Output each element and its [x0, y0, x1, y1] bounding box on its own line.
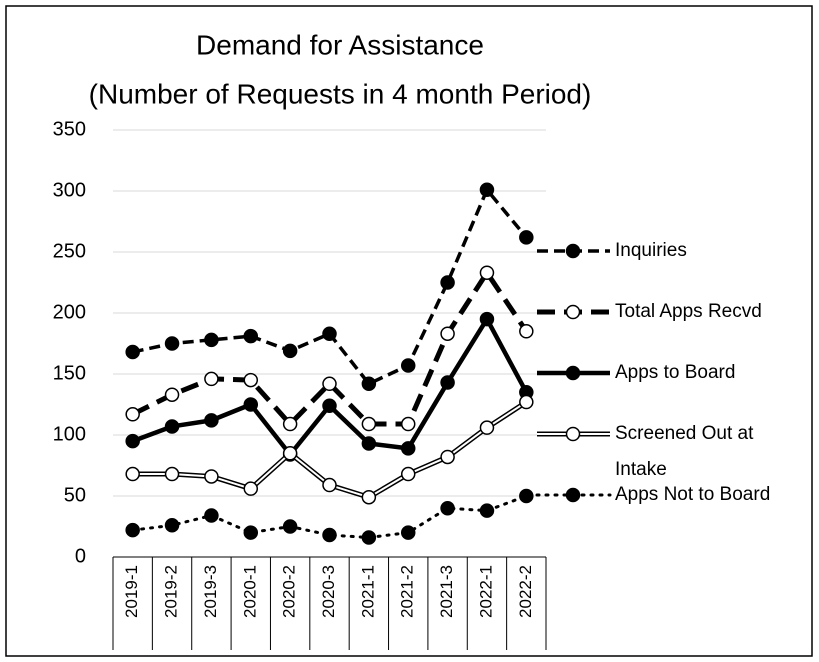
- x-tick-label: 2019-3: [201, 565, 220, 618]
- data-point: [243, 328, 259, 344]
- y-tick-label: 100: [53, 423, 86, 445]
- data-point: [440, 326, 455, 341]
- data-point: [400, 525, 416, 540]
- y-tick-label: 150: [53, 362, 86, 384]
- data-point: [243, 372, 259, 388]
- legend-marker: [565, 487, 581, 503]
- data-point: [519, 394, 534, 410]
- data-point: [361, 376, 377, 392]
- data-point: [164, 466, 180, 482]
- data-point: [125, 466, 140, 482]
- data-point: [204, 413, 219, 428]
- data-point: [400, 416, 416, 432]
- data-point: [204, 469, 219, 484]
- legend-label: Apps to Board: [615, 362, 736, 383]
- legend-label: Apps Not to Board: [615, 484, 771, 505]
- y-tick-label: 50: [64, 484, 86, 506]
- x-tick-label: 2021-1: [358, 565, 377, 618]
- data-point: [282, 446, 298, 461]
- legend-marker: [565, 304, 581, 320]
- data-point: [519, 488, 534, 504]
- data-point: [479, 265, 495, 280]
- data-point: [440, 275, 455, 290]
- x-tick-label: 2020-2: [280, 565, 299, 618]
- data-point: [243, 481, 259, 496]
- legend-label: Inquiries: [615, 240, 687, 261]
- data-point: [204, 508, 219, 523]
- data-point: [479, 311, 495, 327]
- x-tick-label: 2019-2: [162, 565, 181, 618]
- data-point: [361, 530, 377, 545]
- x-tick-label: 2021-3: [437, 565, 456, 618]
- data-point: [322, 527, 337, 543]
- data-point: [322, 398, 337, 413]
- y-tick-label: 250: [53, 240, 86, 262]
- x-tick-label: 2019-1: [122, 565, 141, 618]
- data-point: [164, 419, 180, 434]
- chart-border: [5, 5, 813, 657]
- data-point: [164, 336, 180, 351]
- x-tick-label: 2022-1: [476, 565, 495, 618]
- chart-subtitle: (Number of Requests in 4 month Period): [89, 78, 592, 109]
- data-point: [479, 182, 495, 198]
- x-tick-label: 2022-2: [516, 565, 535, 618]
- data-point: [400, 466, 416, 482]
- data-point: [282, 343, 298, 359]
- data-point: [322, 477, 337, 493]
- data-point: [204, 371, 219, 387]
- data-point: [361, 436, 377, 451]
- legend-label: Total Apps Recvd: [615, 301, 762, 322]
- data-point: [125, 407, 140, 422]
- data-point: [164, 518, 180, 533]
- chart-title: Demand for Assistance: [196, 29, 484, 60]
- legend-marker: [565, 243, 581, 259]
- legend-marker: [565, 365, 581, 381]
- data-point: [204, 332, 219, 348]
- data-point: [282, 416, 298, 432]
- data-point: [440, 500, 455, 516]
- data-point: [400, 358, 416, 373]
- x-tick-label: 2020-3: [319, 565, 338, 618]
- data-point: [125, 522, 140, 538]
- data-point: [322, 376, 337, 392]
- data-point: [361, 489, 377, 505]
- legend-marker: [565, 426, 581, 442]
- data-point: [519, 230, 534, 245]
- x-tick-label: 2021-2: [398, 565, 417, 618]
- y-tick-label: 0: [75, 545, 86, 567]
- data-point: [440, 375, 455, 390]
- legend-label: Screened Out at Intake: [615, 423, 754, 480]
- data-point: [322, 326, 337, 341]
- y-tick-label: 200: [53, 301, 86, 323]
- data-point: [243, 397, 259, 412]
- y-tick-label: 350: [53, 118, 86, 140]
- data-point: [125, 433, 140, 449]
- series-line: [131, 270, 529, 427]
- y-tick-label: 300: [53, 179, 86, 201]
- x-tick-label: 2020-1: [240, 565, 259, 618]
- data-point: [164, 387, 180, 402]
- data-point: [479, 503, 495, 518]
- data-point: [400, 441, 416, 456]
- data-point: [125, 344, 140, 360]
- data-point: [282, 519, 298, 534]
- data-point: [479, 420, 495, 435]
- data-point: [519, 324, 534, 339]
- series-line: [131, 494, 528, 539]
- data-point: [440, 449, 455, 465]
- data-point: [243, 525, 259, 540]
- data-point: [361, 416, 377, 432]
